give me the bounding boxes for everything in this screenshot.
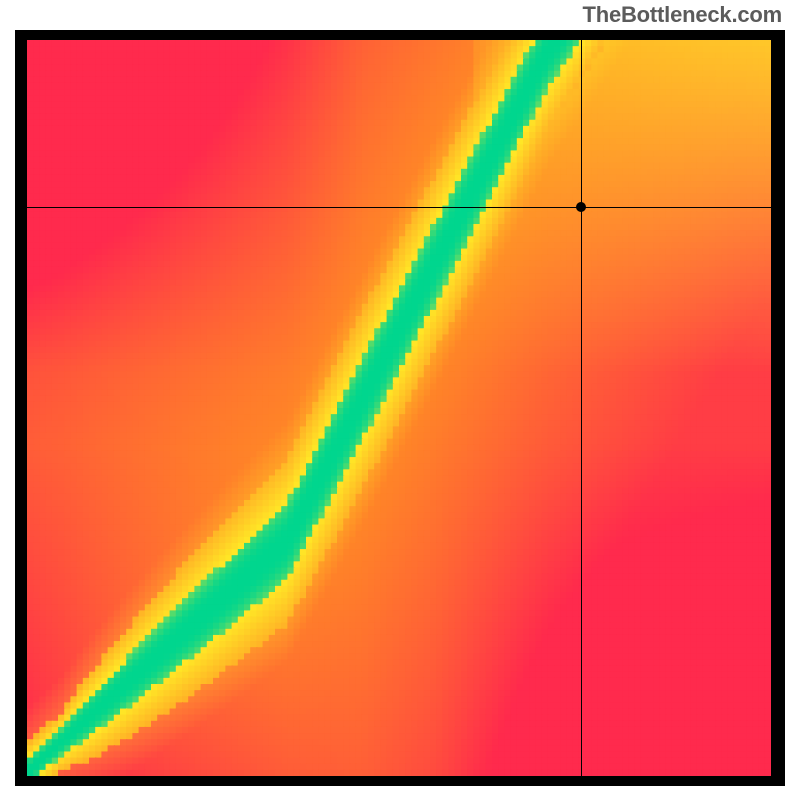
page-root: TheBottleneck.com (0, 0, 800, 800)
crosshair-horizontal (27, 207, 771, 208)
chart-frame (15, 30, 785, 786)
bottleneck-heatmap (27, 40, 771, 776)
attribution-text: TheBottleneck.com (582, 2, 782, 28)
crosshair-vertical (581, 40, 582, 776)
selection-marker (576, 202, 586, 212)
